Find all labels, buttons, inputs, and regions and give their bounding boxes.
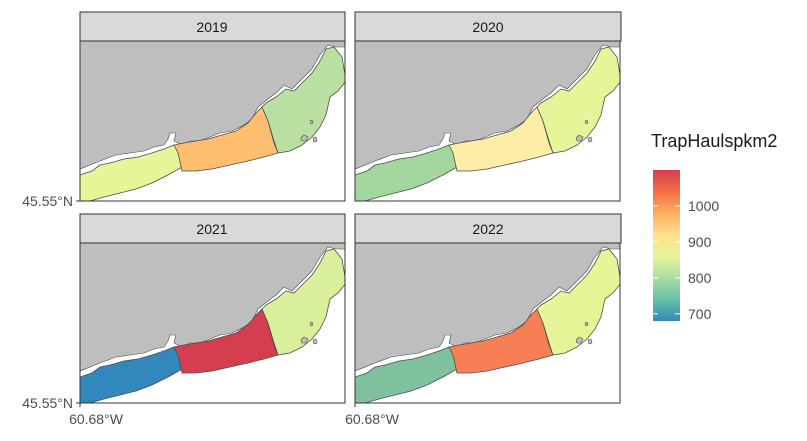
x-tick-label-right: 60.68°W (345, 411, 400, 427)
strip-label-2020: 2020 (472, 19, 503, 35)
legend-tick-label: 900 (688, 234, 712, 250)
legend-tick-label: 1000 (688, 198, 719, 214)
panel-2019: 2019 (79, 11, 346, 42)
x-tick-label-left: 60.68°W (69, 411, 124, 427)
region-east (261, 46, 345, 154)
island (300, 134, 309, 142)
island (309, 119, 314, 125)
island (584, 321, 589, 327)
strip-label-2021: 2021 (196, 221, 227, 237)
panel-border (79, 40, 346, 202)
map-body (80, 243, 345, 403)
strip-2020 (354, 11, 622, 42)
strip-2021 (79, 213, 346, 244)
land-mass (355, 243, 620, 372)
island (587, 338, 593, 345)
region-east (536, 46, 620, 154)
legend-tick-label: 700 (688, 306, 712, 322)
island (584, 119, 589, 125)
island (575, 336, 584, 344)
strip-2019 (79, 11, 346, 42)
map-body (355, 243, 620, 403)
y-tick-label-bottom: 45.55°N (22, 395, 73, 411)
map-body (80, 41, 345, 201)
legend-colorbar (653, 170, 680, 321)
legend: TrapHaulspkm2 1000 900 800 700 (651, 131, 777, 322)
map-body (355, 41, 620, 201)
strip-2022 (354, 213, 622, 244)
island (312, 338, 318, 345)
panel-2020: 2020 (354, 11, 622, 42)
island (300, 336, 309, 344)
y-tick-label-top: 45.55°N (22, 193, 73, 209)
region-east (261, 248, 345, 356)
panel-border (79, 242, 346, 404)
map-panel-2021 (79, 242, 346, 404)
land-mass (80, 41, 345, 170)
legend-title: TrapHaulspkm2 (651, 131, 777, 151)
panel-2021: 2021 (79, 213, 346, 244)
island (587, 136, 593, 143)
island (575, 134, 584, 142)
map-panel-2020 (354, 40, 621, 202)
strip-label-2022: 2022 (472, 221, 503, 237)
strip-label-2019: 2019 (196, 19, 227, 35)
region-east (536, 248, 620, 356)
map-panel-2019 (79, 40, 346, 202)
panel-border (354, 40, 621, 202)
island (309, 321, 314, 327)
legend-ticks: 1000 900 800 700 (653, 198, 719, 322)
island (312, 136, 318, 143)
land-mass (355, 41, 620, 170)
panel-border (354, 242, 621, 404)
land-mass (80, 243, 345, 372)
legend-tick-label: 800 (688, 270, 712, 286)
map-panel-2022 (354, 242, 621, 404)
panel-2022: 2022 (354, 213, 622, 244)
